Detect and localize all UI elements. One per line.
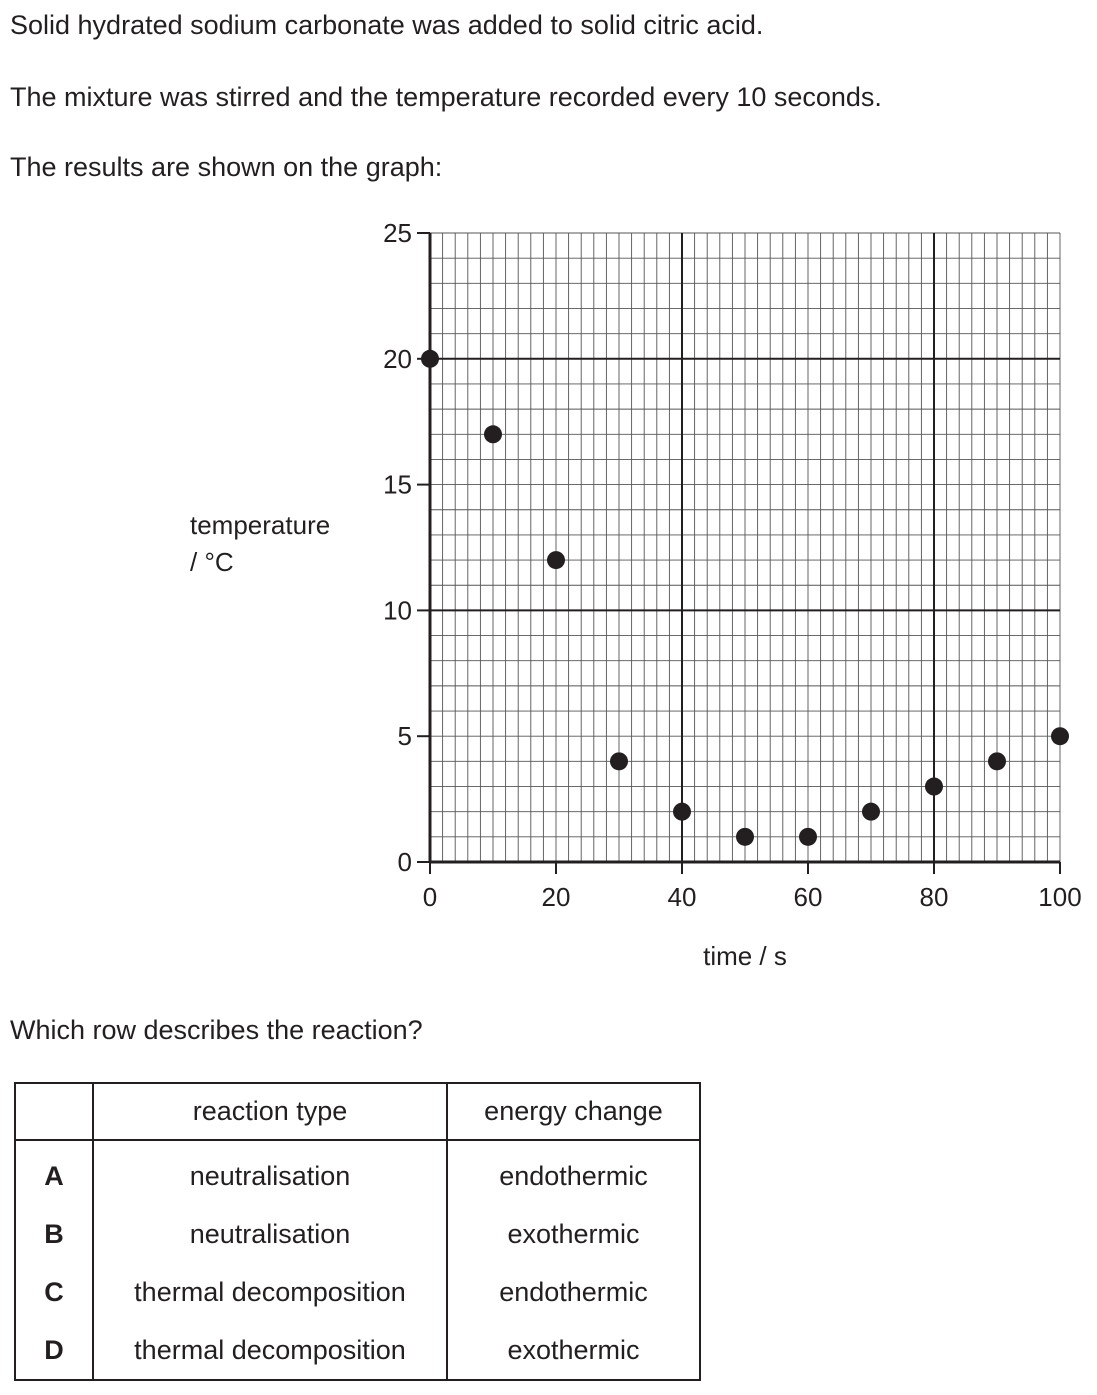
row-reaction-type: neutralisation [92,1205,448,1263]
intro-line-1: Solid hydrated sodium carbonate was adde… [10,10,764,40]
data-point [988,752,1006,771]
y-tick-label: 20 [383,344,412,374]
tick-labels: 0 5 10 15 20 25 0 20 40 60 80 100 [383,218,1082,912]
data-points [421,349,1069,846]
x-tick-label: 60 [794,882,823,912]
axes [428,233,1060,864]
row-letter: A [14,1140,94,1205]
table-row: D thermal decomposition exothermic [14,1321,701,1381]
data-point [673,802,691,821]
table-row: B neutralisation exothermic [14,1205,701,1263]
x-axis-label: time / s [703,941,787,971]
header-blank [14,1082,94,1141]
data-point [484,425,502,444]
data-point [421,349,439,368]
x-tick-label: 20 [542,882,571,912]
data-point [925,777,943,796]
y-axis-label-line-1: temperature [190,510,330,540]
row-energy-change: endothermic [446,1263,701,1321]
row-letter: D [14,1321,94,1381]
row-energy-change: endothermic [446,1140,701,1205]
row-reaction-type: neutralisation [92,1140,448,1205]
data-point [736,827,754,846]
table-row: A neutralisation endothermic [14,1140,701,1205]
row-letter: C [14,1263,94,1321]
answer-table: reaction type energy change A neutralisa… [14,1082,701,1381]
table-header-row: reaction type energy change [14,1082,701,1141]
x-tick-label: 0 [423,882,437,912]
x-tick-label: 100 [1038,882,1081,912]
y-tick-label: 5 [398,721,412,751]
row-energy-change: exothermic [446,1321,701,1381]
table-row: C thermal decomposition endothermic [14,1263,701,1321]
x-tick-label: 40 [668,882,697,912]
y-tick-label: 10 [383,595,412,625]
row-reaction-type: thermal decomposition [92,1321,448,1381]
axis-ticks [417,232,1061,874]
y-axis-label-line-2: / °C [190,547,234,577]
row-energy-change: exothermic [446,1205,701,1263]
data-point [862,802,880,821]
grid-minor-lines [429,232,1061,863]
y-tick-label: 0 [398,847,412,877]
header-reaction-type: reaction type [92,1082,448,1141]
data-point [1051,727,1069,746]
row-letter: B [14,1205,94,1263]
y-tick-label: 15 [383,470,412,500]
y-tick-label: 25 [383,218,412,248]
row-reaction-type: thermal decomposition [92,1263,448,1321]
data-point [799,827,817,846]
question-text: Which row describes the reaction? [10,1015,423,1045]
intro-line-2: The mixture was stirred and the temperat… [10,82,882,112]
data-point [547,551,565,570]
intro-line-3: The results are shown on the graph: [10,152,443,182]
data-point [610,752,628,771]
header-energy-change: energy change [446,1082,701,1141]
x-tick-label: 80 [920,882,949,912]
